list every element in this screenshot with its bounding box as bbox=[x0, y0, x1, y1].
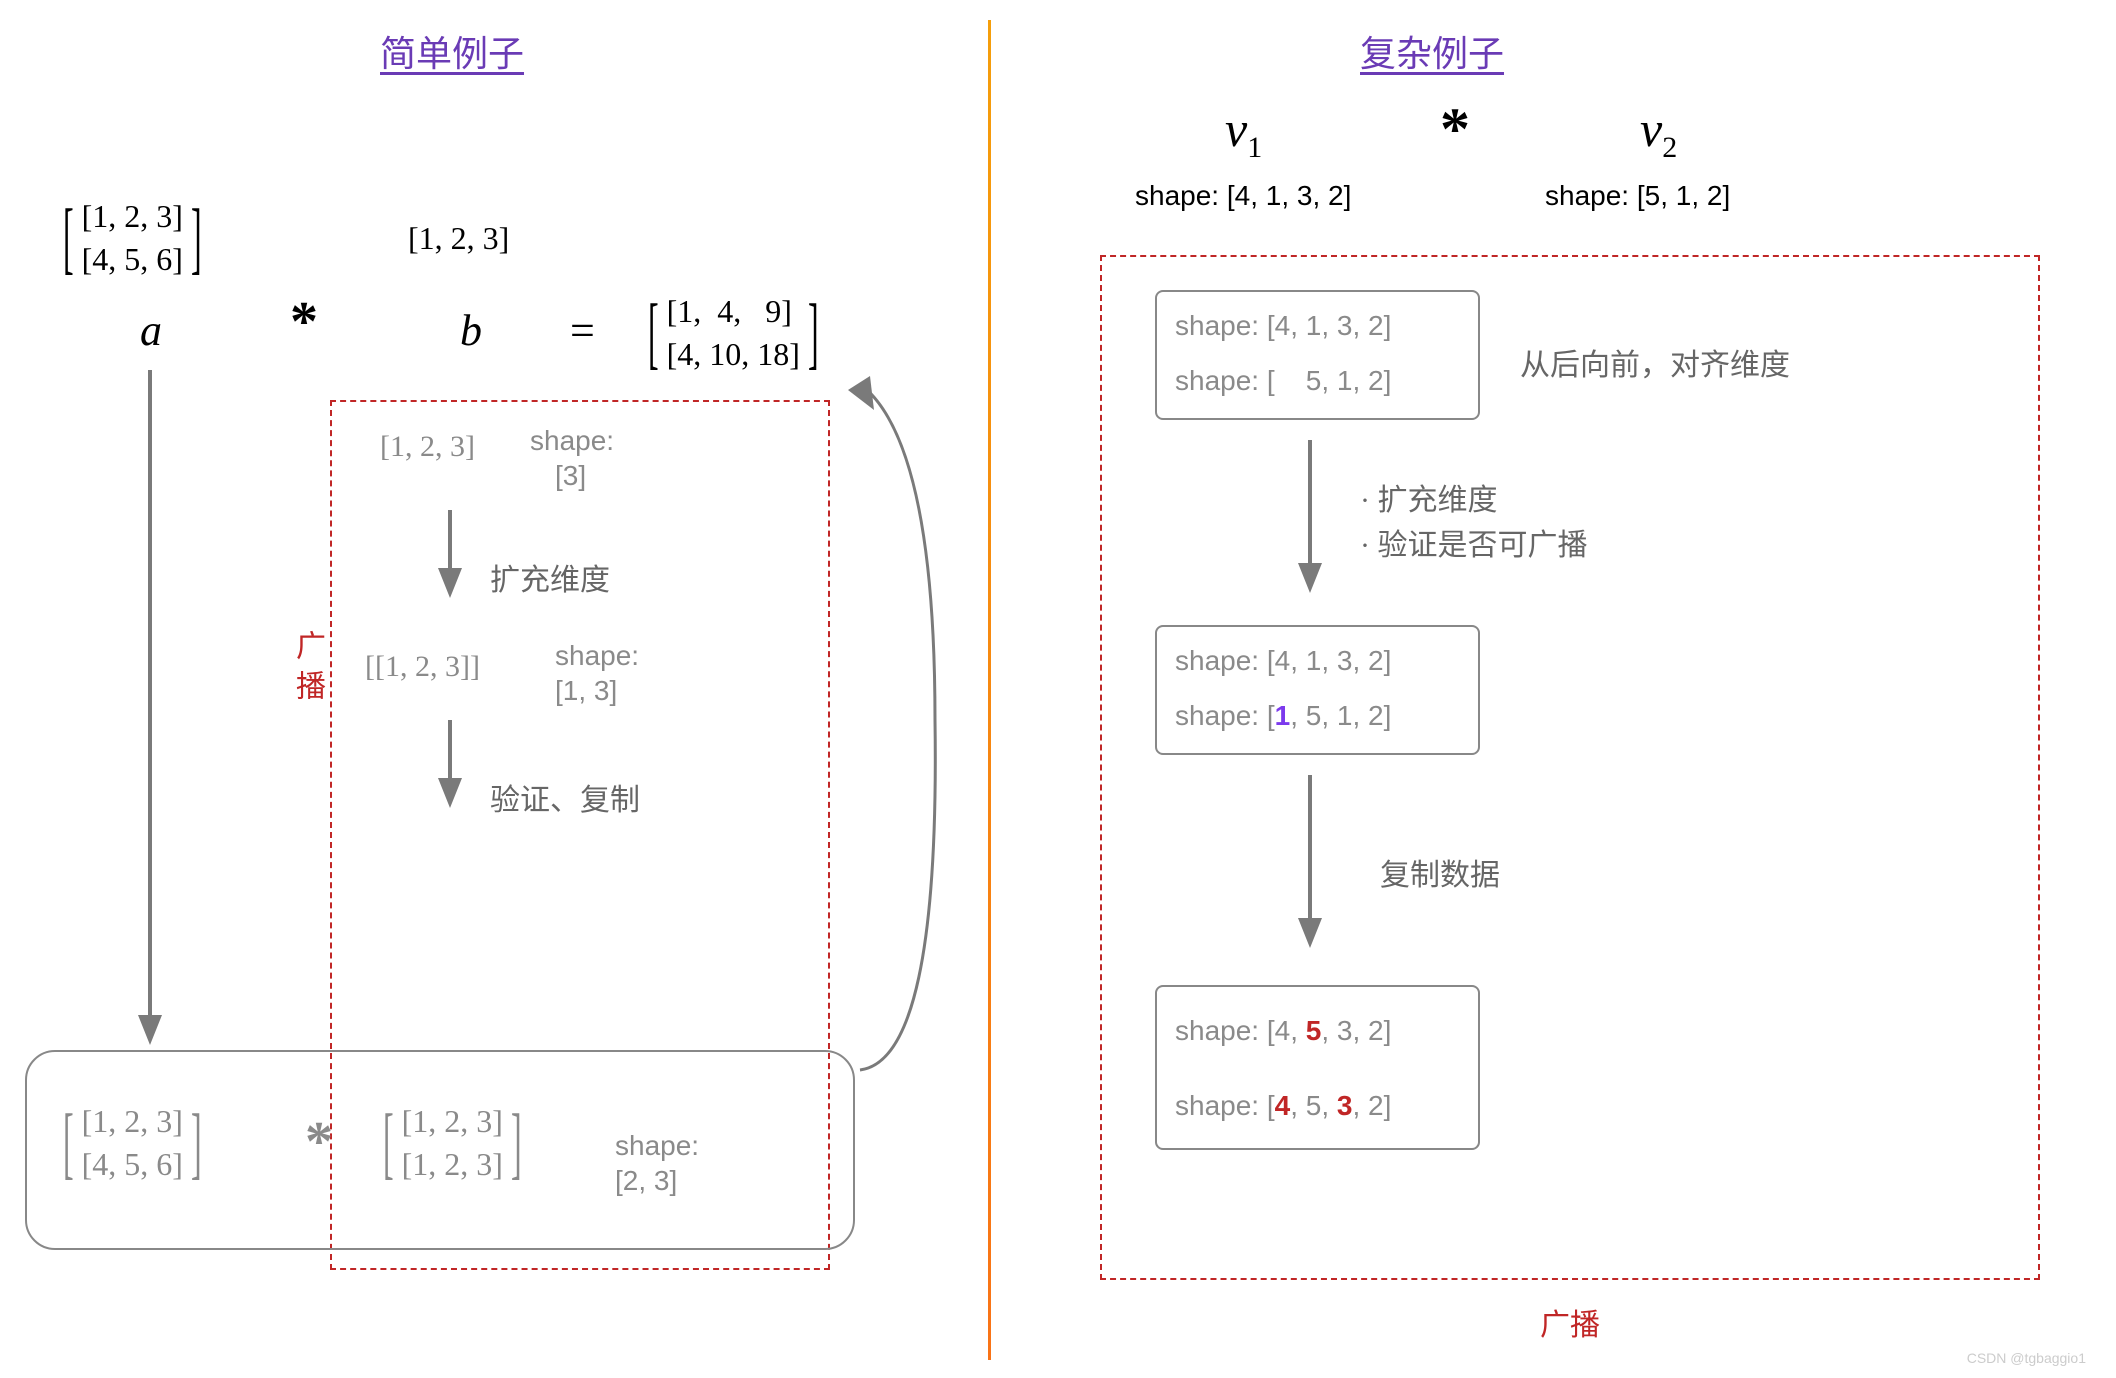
step2-shape-label: shape: bbox=[555, 640, 639, 672]
var-v2: v2 bbox=[1640, 100, 1677, 165]
step1-shape: [3] bbox=[555, 460, 586, 492]
step1-shape-label: shape: bbox=[530, 425, 614, 457]
final-shape: [2, 3] bbox=[615, 1165, 677, 1197]
box3-l1-hl: 5 bbox=[1306, 1015, 1322, 1046]
box3-l2-pre: shape: [ bbox=[1175, 1090, 1275, 1121]
box1-line1: shape: [4, 1, 3, 2] bbox=[1175, 310, 1391, 342]
final-matrix-b: [ [1, 2, 3] [1, 2, 3] ] bbox=[375, 1100, 530, 1186]
box3-l2-post: , 2] bbox=[1353, 1090, 1392, 1121]
arrow-step1-icon bbox=[430, 510, 470, 600]
left-title: 简单例子 bbox=[380, 25, 524, 77]
box2-l2-post: , 5, 1, 2] bbox=[1290, 700, 1391, 731]
step1-array: [1, 2, 3] bbox=[380, 430, 475, 464]
matrix-result-row: [1, 4, 9] bbox=[667, 290, 800, 333]
box2-l2-pre: shape: [ bbox=[1175, 700, 1275, 731]
broadcast-label-left: 广播 bbox=[285, 630, 329, 710]
arrow1-note2: · 验证是否可广播 bbox=[1360, 520, 1588, 564]
v1-letter: v bbox=[1225, 101, 1247, 157]
box1-line2: shape: [ 5, 1, 2] bbox=[1175, 365, 1391, 397]
arrow-a-down-icon bbox=[130, 370, 170, 1050]
step1-note: 扩充维度 bbox=[490, 555, 610, 599]
broadcast-label-right: 广播 bbox=[1540, 1300, 1600, 1344]
watermark: CSDN @tgbaggio1 bbox=[1967, 1350, 2086, 1366]
box3-line2: shape: [4, 5, 3, 2] bbox=[1175, 1090, 1391, 1122]
box3-l1-pre: shape: [4, bbox=[1175, 1015, 1306, 1046]
op-asterisk: * bbox=[290, 290, 318, 354]
final-b-row: [1, 2, 3] bbox=[402, 1100, 503, 1143]
var-v1: v1 bbox=[1225, 100, 1262, 165]
box2-l2-hl: 1 bbox=[1275, 700, 1291, 731]
v1-shape: shape: [4, 1, 3, 2] bbox=[1135, 180, 1351, 212]
final-a-row: [4, 5, 6] bbox=[82, 1143, 183, 1186]
eq-sign: = bbox=[570, 305, 595, 356]
v2-shape: shape: [5, 1, 2] bbox=[1545, 180, 1730, 212]
matrix-a-row: [1, 2, 3] bbox=[82, 195, 183, 238]
box3-l2-hl2: 3 bbox=[1337, 1090, 1353, 1121]
matrix-result-row: [4, 10, 18] bbox=[667, 333, 800, 376]
arrow-r1-icon bbox=[1290, 440, 1330, 595]
array-b: [1, 2, 3] bbox=[408, 220, 509, 257]
v1-sub: 1 bbox=[1247, 131, 1262, 164]
arrow-step2-icon bbox=[430, 720, 470, 810]
box3-l1-post: , 3, 2] bbox=[1321, 1015, 1391, 1046]
vertical-divider bbox=[988, 20, 991, 1360]
box2-line1: shape: [4, 1, 3, 2] bbox=[1175, 645, 1391, 677]
final-op: * bbox=[305, 1110, 333, 1174]
op-right: * bbox=[1440, 95, 1470, 164]
right-title: 复杂例子 bbox=[1360, 25, 1504, 77]
box1-note: 从后向前，对齐维度 bbox=[1520, 340, 1790, 384]
final-b-row: [1, 2, 3] bbox=[402, 1143, 503, 1186]
matrix-result: [ [1, 4, 9] [4, 10, 18] ] bbox=[640, 290, 827, 376]
box3-l2-hl1: 4 bbox=[1275, 1090, 1291, 1121]
arrow-r2-icon bbox=[1290, 775, 1330, 950]
v2-letter: v bbox=[1640, 101, 1662, 157]
matrix-a: [ [1, 2, 3] [4, 5, 6] ] bbox=[55, 195, 210, 281]
arrow2-note: 复制数据 bbox=[1380, 850, 1500, 894]
step2-note: 验证、复制 bbox=[490, 775, 640, 819]
step2-array: [[1, 2, 3]] bbox=[365, 650, 480, 684]
box3-line1: shape: [4, 5, 3, 2] bbox=[1175, 1015, 1391, 1047]
matrix-a-row: [4, 5, 6] bbox=[82, 238, 183, 281]
arrow-result-icon bbox=[840, 370, 960, 1090]
var-b: b bbox=[460, 305, 482, 356]
box2-line2: shape: [1, 5, 1, 2] bbox=[1175, 700, 1391, 732]
v2-sub: 2 bbox=[1662, 131, 1677, 164]
final-a-row: [1, 2, 3] bbox=[82, 1100, 183, 1143]
step2-shape: [1, 3] bbox=[555, 675, 617, 707]
box3-l2-mid: , 5, bbox=[1290, 1090, 1337, 1121]
final-matrix-a: [ [1, 2, 3] [4, 5, 6] ] bbox=[55, 1100, 210, 1186]
final-shape-label: shape: bbox=[615, 1130, 699, 1162]
arrow1-note1: · 扩充维度 bbox=[1360, 475, 1498, 519]
right-box3 bbox=[1155, 985, 1480, 1150]
var-a: a bbox=[140, 305, 162, 356]
